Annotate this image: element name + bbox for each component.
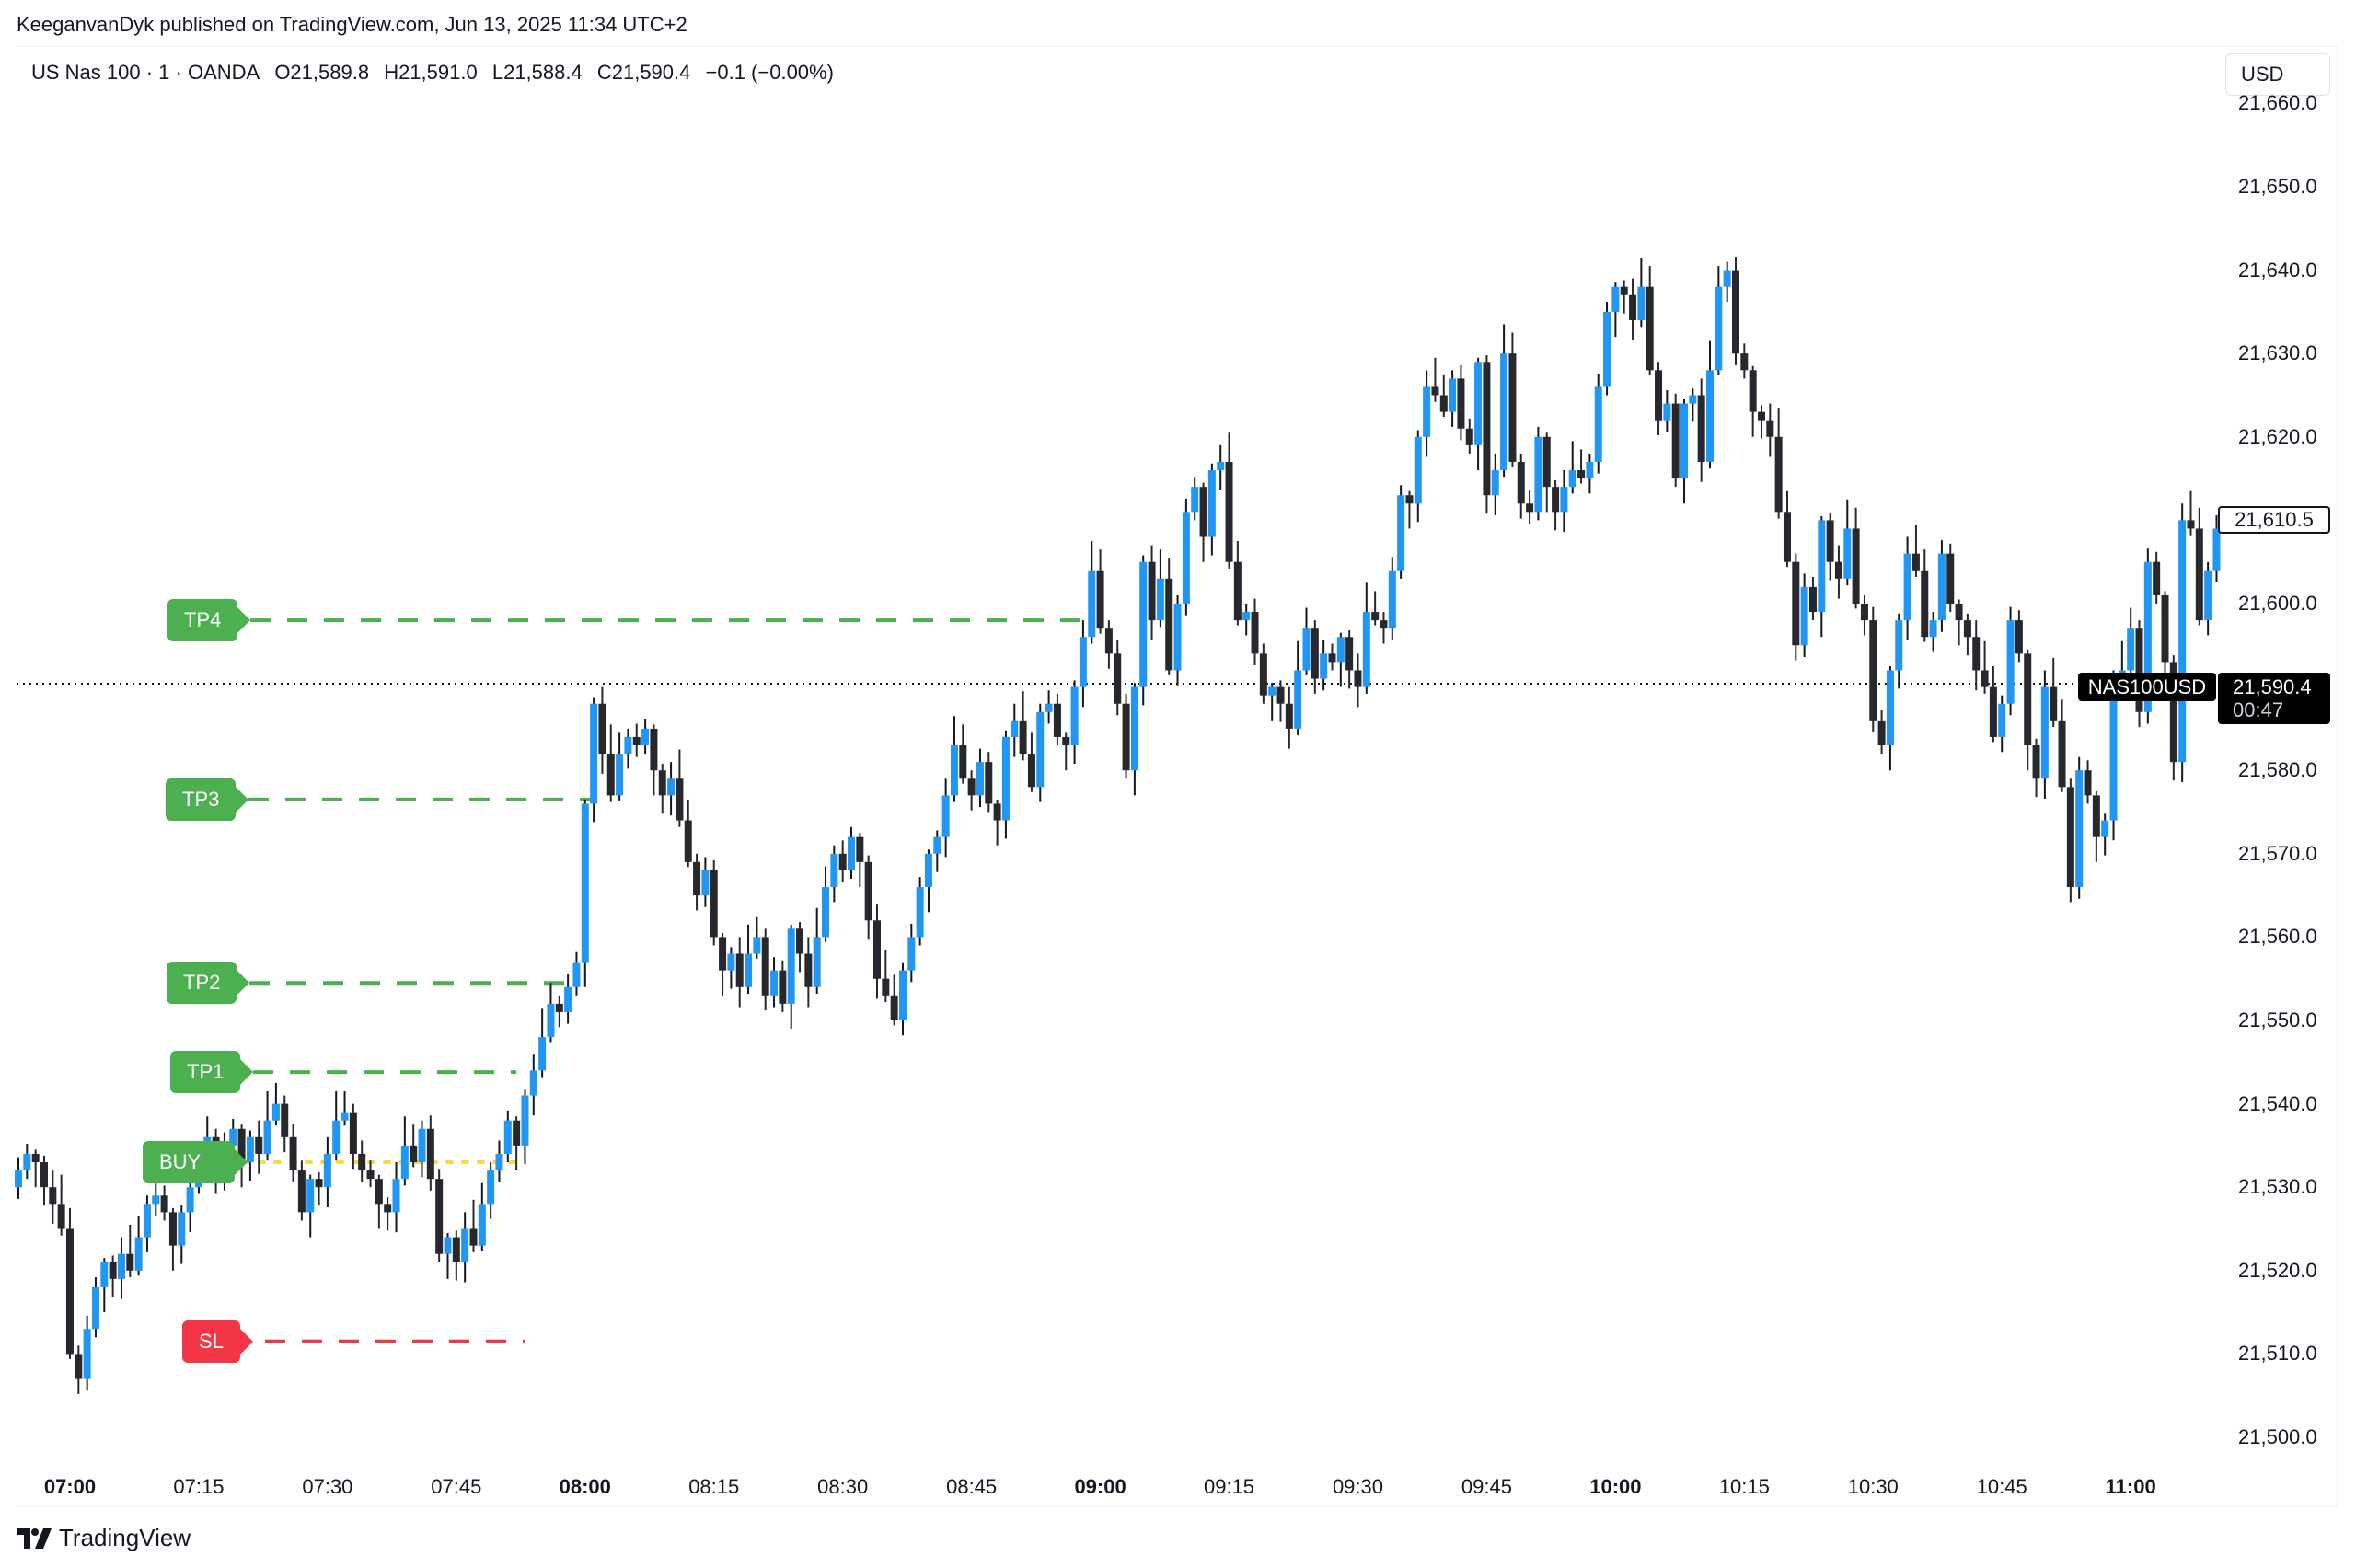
time-tick: 07:00 xyxy=(43,1475,97,1498)
time-tick: 09:45 xyxy=(1461,1475,1512,1498)
candles xyxy=(15,257,2221,1394)
publish-caption: KeeganvanDyk published on TradingView.co… xyxy=(17,13,687,36)
time-tick: 07:30 xyxy=(302,1475,353,1498)
price-tick: 21,580.0 xyxy=(2238,758,2317,782)
ohlc-legend: US Nas 100 · 1 · OANDA O21,589.8 H21,591… xyxy=(31,61,843,85)
symbol-tag-text: NAS100USD xyxy=(2087,675,2207,698)
price-tick: 21,650.0 xyxy=(2238,175,2317,198)
level-label-sl[interactable]: SL xyxy=(182,1320,253,1363)
time-tick: 09:30 xyxy=(1332,1475,1383,1498)
price-tick: 21,510.0 xyxy=(2238,1342,2317,1366)
footer-brand[interactable]: TradingView xyxy=(17,1524,191,1552)
currency-button[interactable]: USD xyxy=(2225,53,2330,96)
price-tick: 21,630.0 xyxy=(2238,341,2317,365)
time-tick: 07:15 xyxy=(173,1475,225,1498)
price-tick: 21,660.0 xyxy=(2238,91,2317,115)
tradingview-logo-icon xyxy=(17,1528,52,1549)
time-tick: 11:00 xyxy=(2105,1475,2156,1498)
price-tick: 21,500.0 xyxy=(2238,1425,2317,1448)
time-tick: 08:30 xyxy=(817,1475,869,1498)
level-label-tp3[interactable]: TP3 xyxy=(166,778,249,821)
time-tick: 08:45 xyxy=(946,1475,998,1498)
footer-brand-text: TradingView xyxy=(59,1524,191,1551)
time-tick: 10:00 xyxy=(1589,1475,1642,1498)
time-tick: 10:45 xyxy=(1976,1475,2027,1498)
change-value: −0.1 (−0.00%) xyxy=(705,61,834,84)
bar-countdown: 00:47 xyxy=(2233,698,2284,721)
price-tick: 21,600.0 xyxy=(2238,592,2317,615)
symbol-title[interactable]: US Nas 100 · 1 · OANDA xyxy=(31,61,260,84)
close-value: C21,590.4 xyxy=(596,61,691,84)
time-tick: 10:15 xyxy=(1718,1475,1770,1498)
level-label-buy[interactable]: BUY xyxy=(143,1141,248,1184)
price-tick: 21,560.0 xyxy=(2238,925,2317,949)
level-label-tp1[interactable]: TP1 xyxy=(170,1051,254,1094)
time-tick: 08:00 xyxy=(559,1475,611,1498)
price-tick: 21,540.0 xyxy=(2238,1091,2317,1115)
price-tick: 21,570.0 xyxy=(2238,841,2317,865)
level-label-tp4[interactable]: TP4 xyxy=(167,599,251,642)
time-tick: 08:15 xyxy=(688,1475,740,1498)
price-tick: 21,530.0 xyxy=(2238,1175,2317,1199)
marker-price-label: 21,610.5 xyxy=(2218,506,2330,534)
level-label-tp2[interactable]: TP2 xyxy=(167,962,250,1005)
symbol-tag: NAS100USD xyxy=(2078,673,2216,701)
price-tick: 21,550.0 xyxy=(2238,1009,2317,1032)
time-tick: 10:30 xyxy=(1847,1475,1899,1498)
price-tick: 21,520.0 xyxy=(2238,1258,2317,1282)
low-value: L21,588.4 xyxy=(491,61,583,84)
price-tick: 21,640.0 xyxy=(2238,258,2317,282)
current-price-value: 21,590.4 xyxy=(2233,675,2312,698)
time-tick: 09:00 xyxy=(1074,1475,1126,1498)
marker-price-value: 21,610.5 xyxy=(2235,508,2314,531)
open-value: O21,589.8 xyxy=(274,61,370,84)
high-value: H21,591.0 xyxy=(384,61,478,84)
price-tick: 21,620.0 xyxy=(2238,424,2317,448)
chart-panel[interactable] xyxy=(17,46,2338,1507)
time-tick: 07:45 xyxy=(431,1475,482,1498)
time-tick: 09:15 xyxy=(1203,1475,1255,1498)
current-price-label: 21,590.4 00:47 xyxy=(2218,673,2330,724)
